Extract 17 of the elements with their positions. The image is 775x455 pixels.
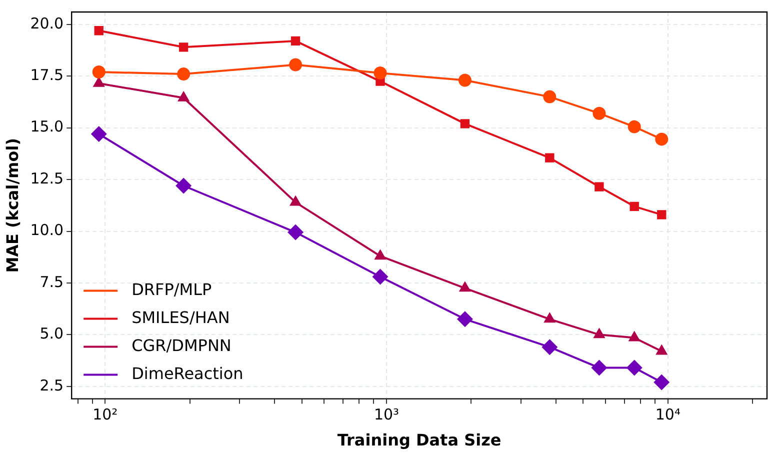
x-tick-label: 10³ (374, 406, 400, 424)
y-tick-label: 12.5 (30, 169, 64, 188)
y-tick-label: 5.0 (40, 324, 64, 343)
x-tick-label: 10² (92, 406, 118, 424)
x-axis-title: Training Data Size (337, 430, 502, 450)
y-tick-label: 10.0 (30, 221, 64, 240)
y-tick-label: 2.5 (40, 376, 64, 394)
y-tick-label: 7.5 (40, 272, 64, 291)
legend-label: DimeReaction (132, 364, 244, 383)
legend-label: CGR/DMPNN (132, 336, 232, 355)
y-axis-title: MAE (kcal/mol) (2, 138, 22, 273)
legend-label: SMILES/HAN (132, 308, 230, 327)
y-tick-label: 20.0 (30, 14, 64, 32)
y-tick-label: 15.0 (30, 118, 64, 136)
legend-label: DRFP/MLP (132, 280, 212, 299)
y-tick-label: 17.5 (30, 66, 64, 84)
x-tick-label: 10⁴ (655, 406, 680, 424)
